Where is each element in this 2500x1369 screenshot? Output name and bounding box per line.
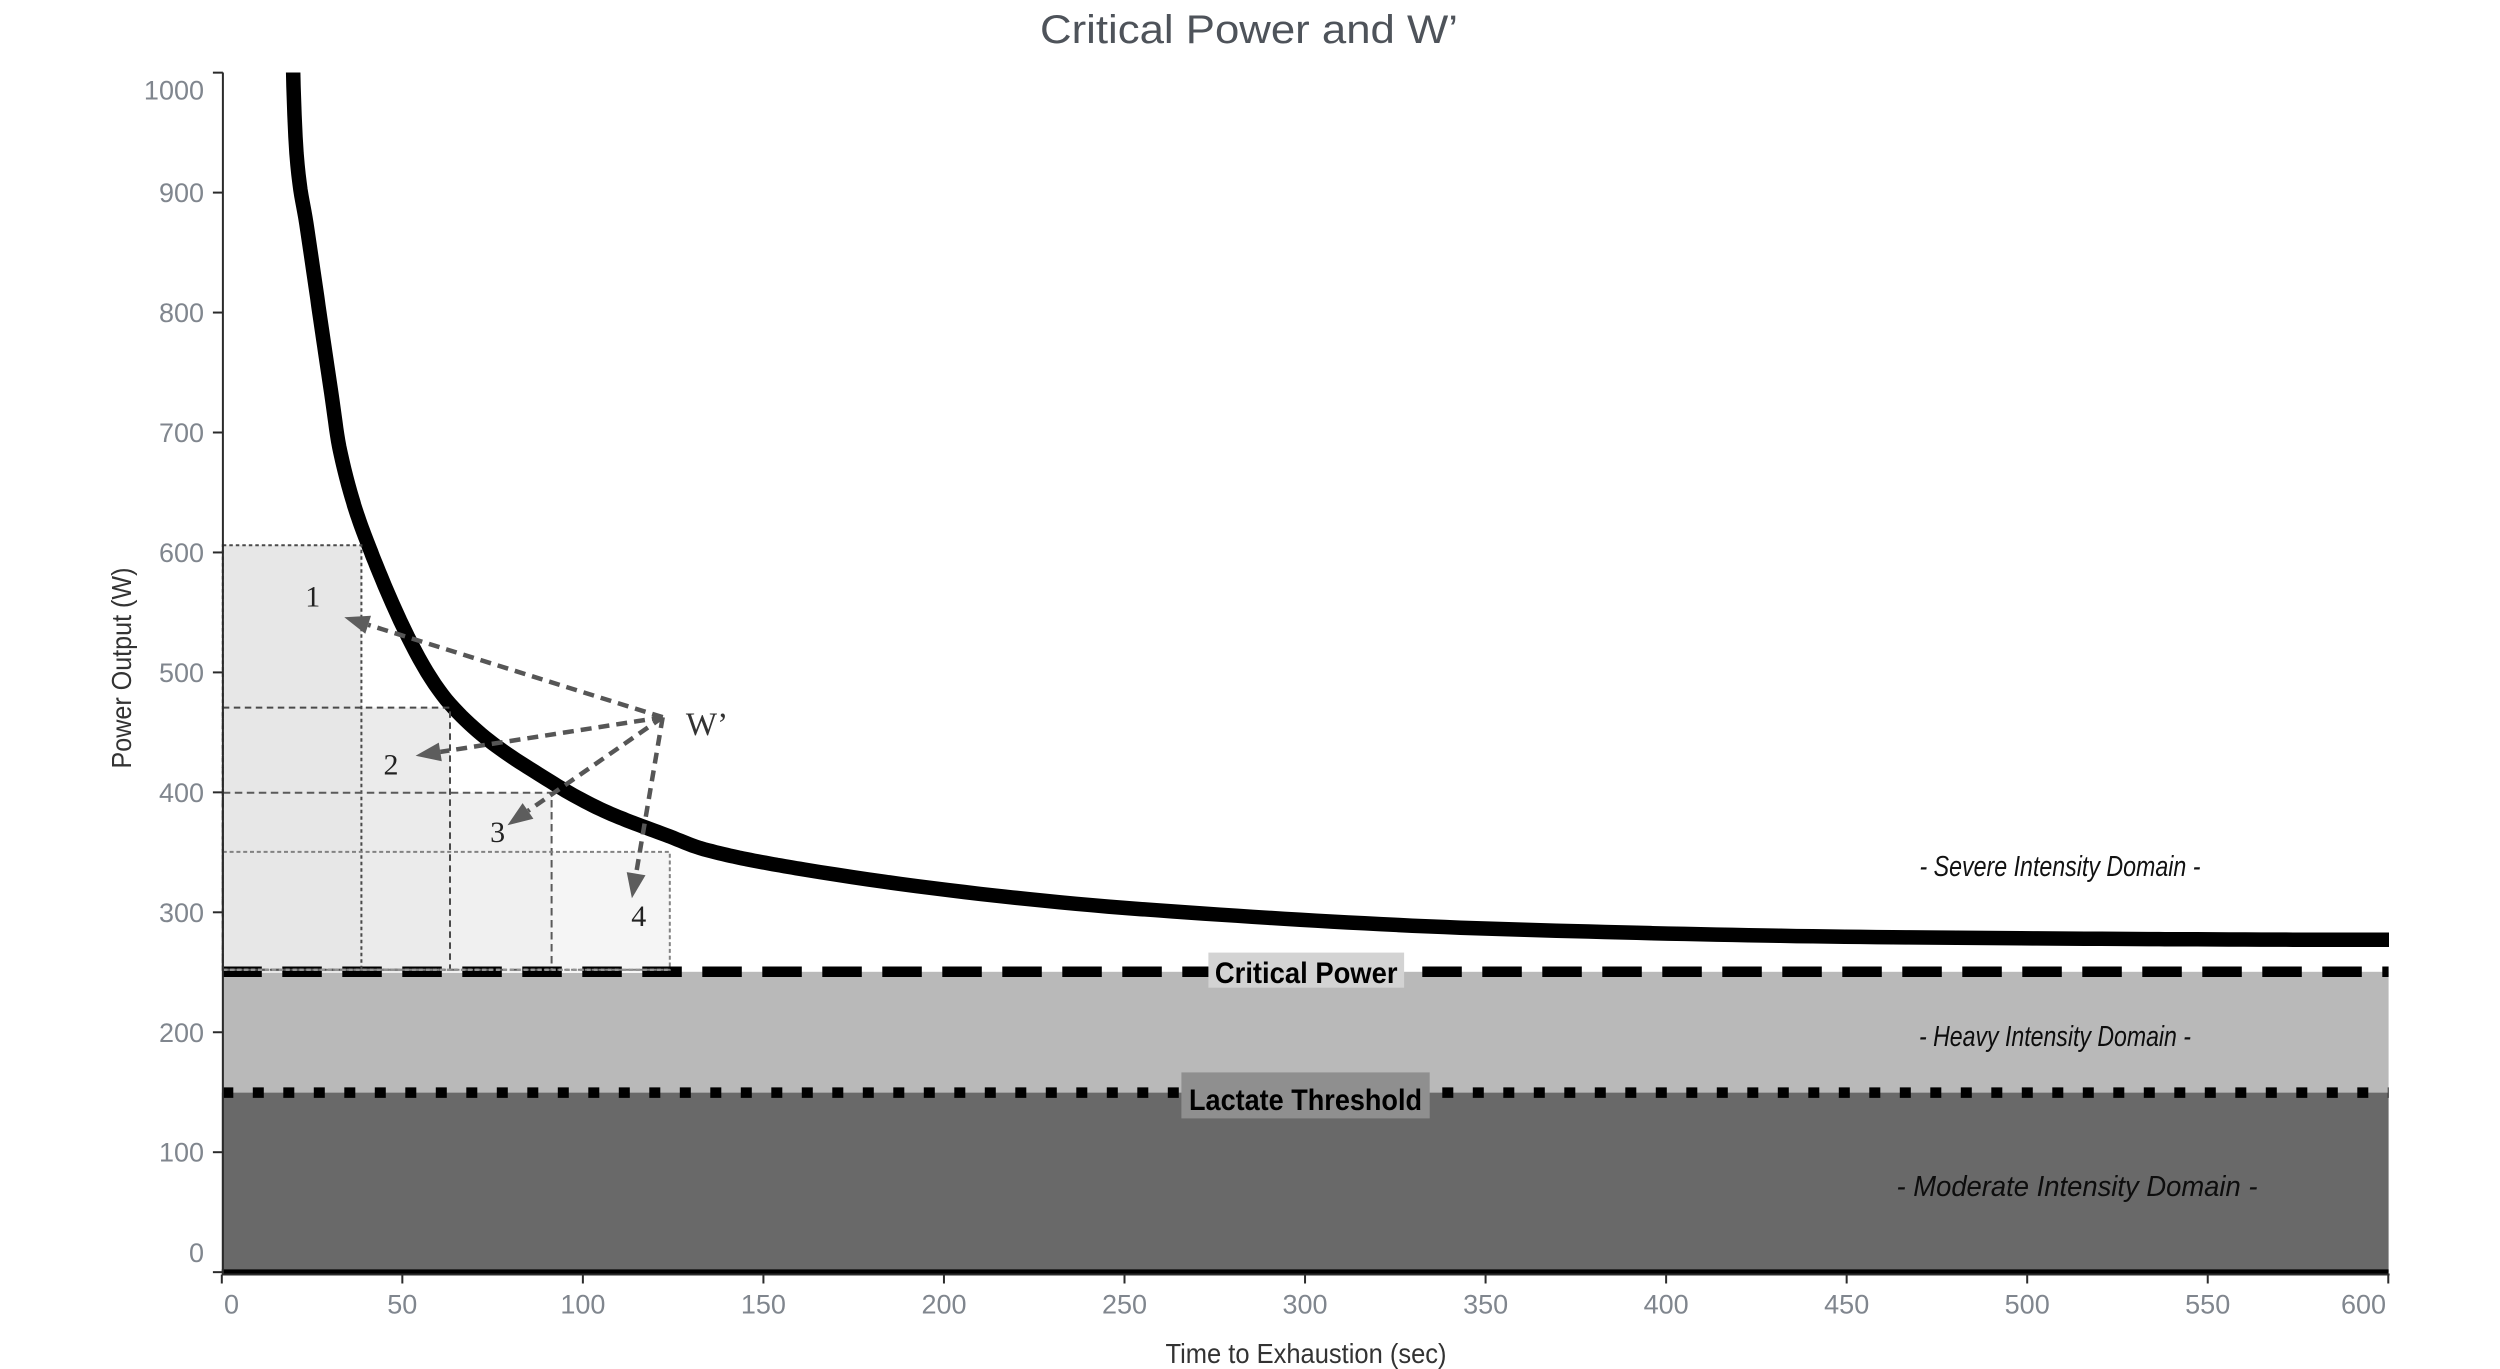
svg-text:Time to Exhaustion (sec): Time to Exhaustion (sec): [1166, 1338, 1447, 1369]
svg-text:1: 1: [305, 581, 320, 614]
svg-text:- Severe Intensity Domain -: - Severe Intensity Domain -: [1920, 851, 2201, 883]
svg-text:0: 0: [224, 1289, 239, 1319]
svg-text:2: 2: [384, 749, 399, 782]
svg-text:Critical Power: Critical Power: [1215, 957, 1398, 990]
svg-text:600: 600: [2341, 1289, 2386, 1319]
svg-text:3: 3: [490, 816, 505, 849]
svg-text:Power Output (W): Power Output (W): [106, 568, 137, 769]
svg-text:- Moderate Intensity Domain -: - Moderate Intensity Domain -: [1897, 1171, 2258, 1203]
svg-text:550: 550: [2185, 1289, 2230, 1319]
svg-text:Lactate Threshold: Lactate Threshold: [1189, 1084, 1422, 1117]
svg-text:200: 200: [921, 1289, 966, 1319]
svg-text:0: 0: [189, 1238, 204, 1268]
svg-text:100: 100: [560, 1289, 605, 1319]
svg-text:250: 250: [1102, 1289, 1147, 1319]
svg-text:350: 350: [1463, 1289, 1508, 1319]
svg-text:450: 450: [1824, 1289, 1869, 1319]
svg-text:300: 300: [159, 898, 204, 928]
svg-text:50: 50: [387, 1289, 417, 1319]
svg-text:400: 400: [1644, 1289, 1689, 1319]
svg-text:- Heavy Intensity Domain -: - Heavy Intensity Domain -: [1919, 1021, 2191, 1053]
svg-text:500: 500: [159, 658, 204, 688]
svg-text:400: 400: [159, 778, 204, 808]
svg-text:100: 100: [159, 1138, 204, 1168]
svg-text:700: 700: [159, 418, 204, 448]
svg-text:200: 200: [159, 1018, 204, 1048]
svg-text:600: 600: [159, 538, 204, 568]
svg-text:4: 4: [631, 900, 646, 933]
svg-text:150: 150: [741, 1289, 786, 1319]
svg-text:W’: W’: [686, 707, 728, 743]
svg-text:900: 900: [159, 178, 204, 208]
svg-text:300: 300: [1282, 1289, 1327, 1319]
svg-text:1000: 1000: [144, 75, 204, 105]
svg-text:800: 800: [159, 298, 204, 328]
svg-text:500: 500: [2005, 1289, 2050, 1319]
svg-text:Critical Power and W’: Critical Power and W’: [1040, 8, 1458, 52]
